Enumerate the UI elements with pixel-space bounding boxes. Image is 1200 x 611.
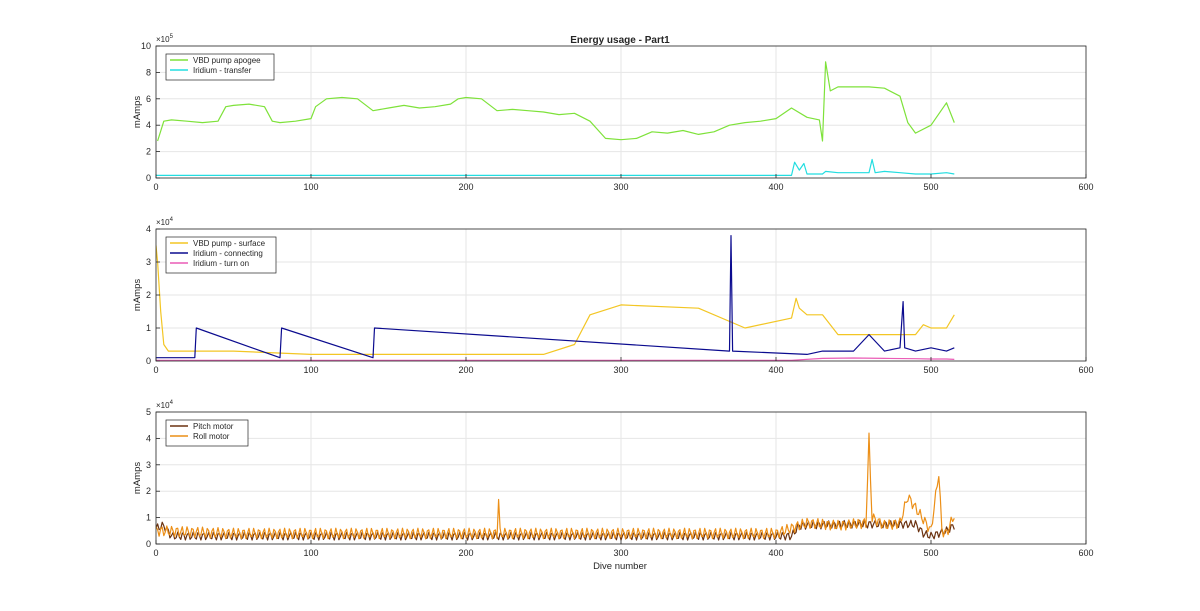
x-tick-label: 100 xyxy=(303,548,318,558)
y-tick-label: 1 xyxy=(146,513,151,523)
legend-entry: Roll motor xyxy=(193,432,230,441)
y-tick-label: 3 xyxy=(146,257,151,267)
x-tick-label: 400 xyxy=(768,548,783,558)
legend-entry: VBD pump apogee xyxy=(193,56,261,65)
x-tick-label: 500 xyxy=(923,182,938,192)
legend-box xyxy=(165,419,249,447)
y-axis-exponent: ×104 xyxy=(156,217,174,227)
legend-entry: Iridium - turn on xyxy=(193,259,249,268)
series-line xyxy=(156,158,955,176)
y-axis-exponent: ×104 xyxy=(156,400,174,410)
series-group xyxy=(156,61,955,176)
x-tick-label: 200 xyxy=(458,182,473,192)
x-tick-label: 200 xyxy=(458,365,473,375)
y-axis-label: mAmps xyxy=(132,96,143,128)
legend-entry: Iridium - transfer xyxy=(193,66,252,75)
y-tick-label: 1 xyxy=(146,323,151,333)
y-tick-label: 5 xyxy=(146,407,151,417)
x-tick-label: 400 xyxy=(768,365,783,375)
chart-panel-2: 0 100 200 300 400 500 600 0 1 2 3 4 ×104 mAmps VBD pum… xyxy=(132,217,1094,375)
x-tick-label: 600 xyxy=(1078,365,1093,375)
series-line xyxy=(157,61,955,142)
y-axis-label: mAmps xyxy=(132,462,143,494)
legend-entry: Iridium - connecting xyxy=(193,249,263,258)
series-group xyxy=(156,432,955,541)
x-axis-label: Dive number xyxy=(593,561,647,572)
chart-panel-3: 0 100 200 300 400 500 600 0 1 2 3 4 5 ×104 mAmps Pitch … xyxy=(132,400,1094,558)
y-tick-label: 0 xyxy=(146,173,151,183)
x-tick-label: 400 xyxy=(768,182,783,192)
x-tick-label: 500 xyxy=(923,365,938,375)
series-line xyxy=(156,245,955,355)
legend-entry: Pitch motor xyxy=(193,422,234,431)
y-tick-label: 10 xyxy=(141,41,151,51)
y-tick-label: 2 xyxy=(146,486,151,496)
x-tick-label: 300 xyxy=(613,548,628,558)
y-tick-label: 2 xyxy=(146,290,151,300)
y-tick-label: 0 xyxy=(146,539,151,549)
y-tick-label: 2 xyxy=(146,147,151,157)
series-line xyxy=(156,519,955,541)
series-line xyxy=(156,432,955,540)
y-axis-exponent: ×105 xyxy=(156,34,174,44)
x-tick-label: 0 xyxy=(153,365,158,375)
x-tick-label: 100 xyxy=(303,365,318,375)
legend-entry: VBD pump - surface xyxy=(193,239,266,248)
y-tick-label: 4 xyxy=(146,120,151,130)
y-tick-label: 0 xyxy=(146,356,151,366)
x-tick-label: 300 xyxy=(613,365,628,375)
y-tick-label: 3 xyxy=(146,460,151,470)
x-tick-label: 500 xyxy=(923,548,938,558)
y-tick-label: 4 xyxy=(146,433,151,443)
x-tick-label: 600 xyxy=(1078,182,1093,192)
x-tick-label: 0 xyxy=(153,548,158,558)
x-tick-label: 100 xyxy=(303,182,318,192)
y-axis-label: mAmps xyxy=(132,279,143,311)
y-tick-label: 6 xyxy=(146,94,151,104)
x-tick-label: 600 xyxy=(1078,548,1093,558)
x-tick-label: 200 xyxy=(458,548,473,558)
legend-box xyxy=(165,53,275,81)
x-tick-label: 0 xyxy=(153,182,158,192)
y-tick-label: 4 xyxy=(146,224,151,234)
chart-panel-1: 0 100 200 300 400 500 600 0 2 4 6 8 10 ×105 mAmps VBD p… xyxy=(132,34,1094,192)
series-line xyxy=(156,235,955,359)
y-tick-label: 8 xyxy=(146,67,151,77)
x-tick-label: 300 xyxy=(613,182,628,192)
figure-title: Energy usage - Part1 xyxy=(570,35,670,46)
